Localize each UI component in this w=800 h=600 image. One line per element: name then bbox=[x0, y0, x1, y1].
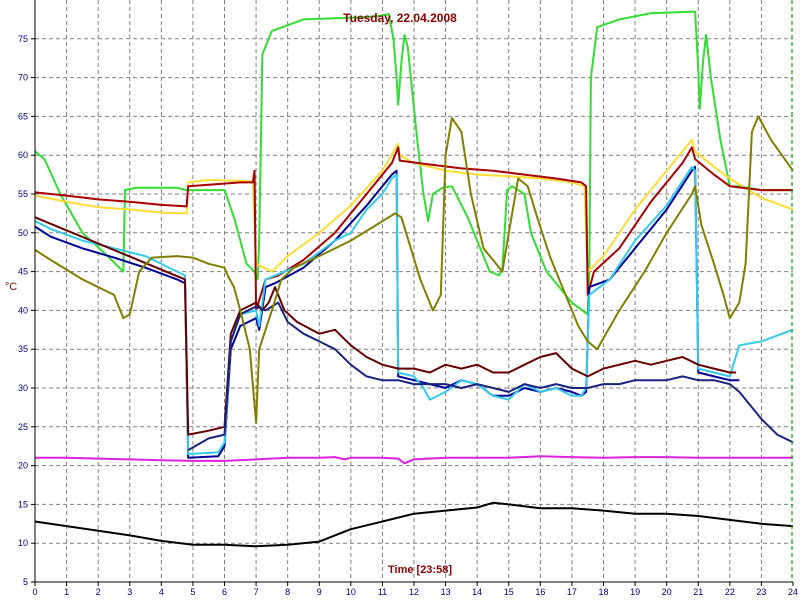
x-tick-label: 20 bbox=[662, 587, 672, 597]
series-line-6 bbox=[34, 216, 737, 436]
x-axis-label: Time [23:58] bbox=[388, 564, 452, 576]
tick-labels: 0 1 2 3 4 5 6 7 8 9 10 11 12 13 14 15 16 17 18 19 20 21 22 23 24… bbox=[18, 34, 798, 597]
chart-title: Tuesday, 22.04.2008 bbox=[343, 11, 457, 25]
x-tick-label: 22 bbox=[725, 587, 735, 597]
series-line-8 bbox=[34, 115, 794, 424]
y-tick-label: 5 bbox=[23, 577, 28, 587]
y-tick-label: 25 bbox=[18, 422, 28, 432]
x-tick-label: 1 bbox=[64, 587, 69, 597]
x-tick-label: 4 bbox=[159, 587, 164, 597]
y-tick-label: 45 bbox=[18, 267, 28, 277]
x-tick-label: 2 bbox=[96, 587, 101, 597]
y-axis-label: °C bbox=[5, 281, 17, 293]
x-tick-label: 8 bbox=[285, 587, 290, 597]
x-tick-label: 14 bbox=[472, 587, 482, 597]
series-line-9 bbox=[35, 455, 793, 465]
y-tick-label: 55 bbox=[18, 189, 28, 199]
y-tick-label: 70 bbox=[18, 73, 28, 83]
x-tick-label: 23 bbox=[756, 587, 766, 597]
x-tick-label: 9 bbox=[317, 587, 322, 597]
x-tick-label: 18 bbox=[598, 587, 608, 597]
series-line-5 bbox=[34, 165, 794, 455]
x-tick-label: 16 bbox=[535, 587, 545, 597]
series-line-1 bbox=[34, 10, 793, 316]
series-line-10 bbox=[34, 501, 794, 548]
series-line-7 bbox=[187, 301, 794, 451]
y-tick-label: 75 bbox=[18, 34, 28, 44]
x-tick-label: 21 bbox=[693, 587, 703, 597]
x-tick-label: 5 bbox=[190, 587, 195, 597]
grid bbox=[35, 0, 793, 583]
axes bbox=[31, 0, 794, 586]
x-tick-label: 10 bbox=[346, 587, 356, 597]
x-tick-label: 11 bbox=[378, 587, 387, 597]
y-tick-label: 40 bbox=[18, 305, 28, 315]
x-tick-label: 6 bbox=[222, 587, 227, 597]
y-tick-label: 20 bbox=[18, 461, 28, 471]
x-tick-label: 19 bbox=[630, 587, 640, 597]
x-tick-label: 3 bbox=[127, 587, 132, 597]
x-tick-label: 7 bbox=[254, 587, 259, 597]
x-tick-label: 15 bbox=[504, 587, 514, 597]
series-line-3 bbox=[34, 146, 793, 312]
y-tick-label: 50 bbox=[18, 228, 28, 238]
y-tick-label: 30 bbox=[18, 383, 28, 393]
x-tick-label: 17 bbox=[567, 587, 577, 597]
y-tick-label: 15 bbox=[18, 499, 28, 509]
y-tick-label: 65 bbox=[18, 111, 28, 121]
x-tick-label: 0 bbox=[32, 587, 37, 597]
series-line-4 bbox=[34, 165, 740, 459]
x-tick-label: 12 bbox=[409, 587, 419, 597]
y-tick-label: 10 bbox=[18, 538, 28, 548]
series-layer bbox=[34, 10, 794, 548]
x-tick-label: 24 bbox=[788, 587, 798, 597]
x-tick-label: 13 bbox=[441, 587, 451, 597]
y-tick-label: 60 bbox=[18, 150, 28, 160]
y-tick-label: 35 bbox=[18, 344, 28, 354]
